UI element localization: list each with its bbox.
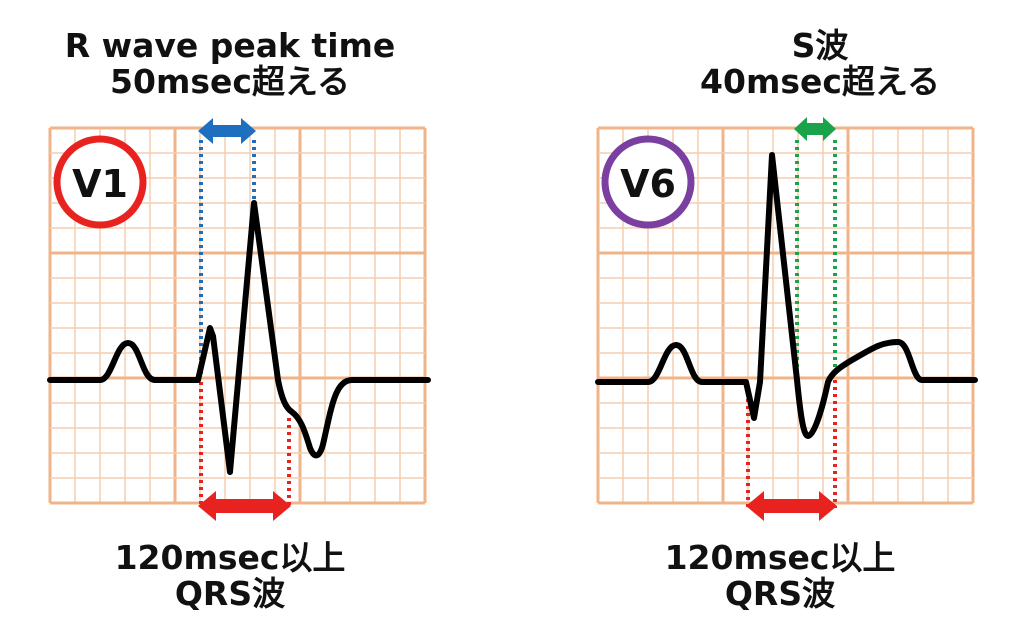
- v1-lead-label: V1: [72, 162, 128, 206]
- right-bottom-label: 120msec以上 QRS波: [590, 540, 970, 612]
- v6-lead-label: V6: [620, 162, 676, 206]
- left-top-label-line2: 50msec超える: [110, 62, 350, 101]
- left-bottom-double-arrow: [198, 491, 291, 521]
- left-bottom-label-line1: 120msec以上: [114, 538, 346, 577]
- right-top-label-line2: 40msec超える: [700, 62, 940, 101]
- left-top-label-line1: R wave peak time: [64, 26, 396, 65]
- left-bottom-label-line2: QRS波: [174, 574, 286, 613]
- left-bottom-label: 120msec以上 QRS波: [40, 540, 420, 612]
- right-top-label: S波 40msec超える: [630, 28, 1010, 100]
- right-ecg-trace: [595, 152, 978, 439]
- left-top-label: R wave peak time 50msec超える: [40, 28, 420, 100]
- left-top-double-arrow: [198, 118, 256, 144]
- right-top-double-arrow: [794, 117, 836, 141]
- left-ecg-trace: [47, 200, 431, 475]
- right-bottom-double-arrow: [746, 491, 837, 521]
- right-bottom-label-line1: 120msec以上: [664, 538, 896, 577]
- v1-lead-badge: V1: [53, 135, 147, 229]
- right-top-label-line1: S波: [791, 26, 849, 65]
- v6-lead-badge: V6: [601, 135, 695, 229]
- right-bottom-label-line2: QRS波: [724, 574, 836, 613]
